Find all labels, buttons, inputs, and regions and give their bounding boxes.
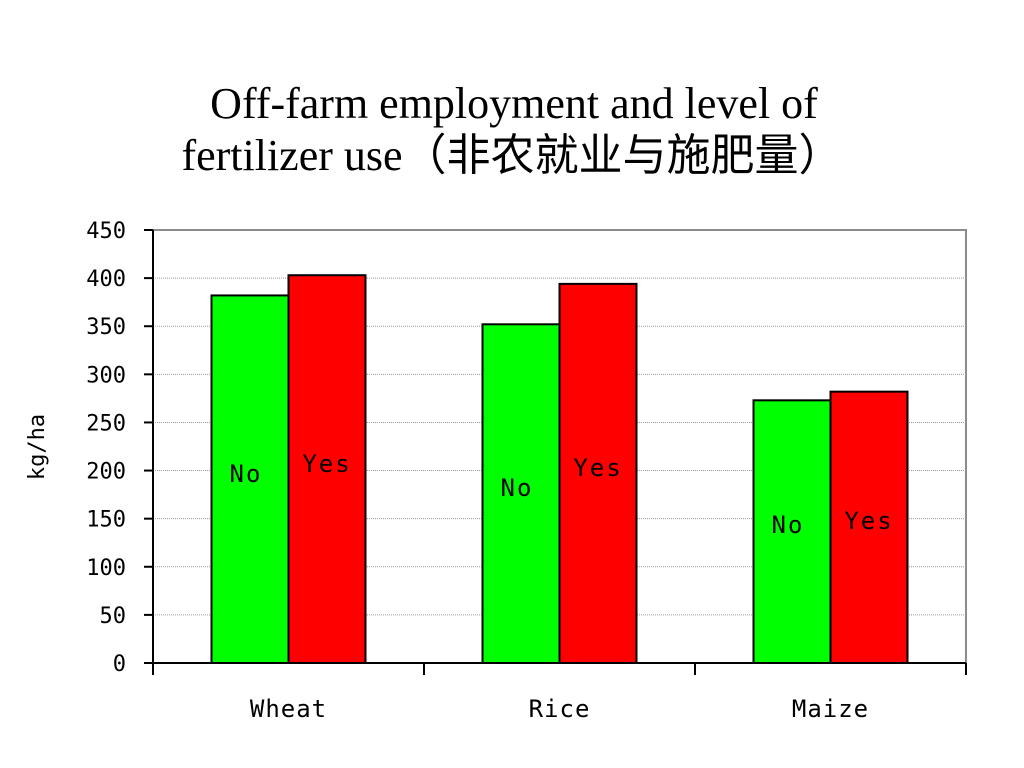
bar-rice-yes [558, 282, 638, 664]
axes [144, 229, 967, 675]
bar-label-maize-no: No [772, 511, 805, 539]
y-tick-label: 350 [86, 315, 126, 340]
x-tick-label-maize: Maize [792, 695, 869, 723]
bar-maize-yes [829, 390, 909, 664]
y-axis-title: kg/ha [25, 414, 50, 480]
y-tick-label: 200 [86, 460, 126, 485]
bar-label-wheat-no: No [230, 460, 263, 488]
bar-label-rice-yes: Yes [573, 454, 622, 482]
x-tick-label-rice: Rice [529, 695, 591, 723]
bar-label-rice-no: No [501, 474, 534, 502]
y-tick-label: 100 [86, 556, 126, 581]
x-tick-label-wheat: Wheat [250, 695, 327, 723]
bar-wheat-yes [287, 274, 367, 664]
y-tick-label: 250 [86, 411, 126, 436]
chart-title: Off-farm employment and level of fertili… [0, 78, 1024, 182]
bar-label-wheat-yes: Yes [302, 450, 351, 478]
y-tick-label: 50 [100, 604, 127, 629]
y-tick-label: 300 [86, 363, 126, 388]
chart-title-line-2: fertilizer use（非农就业与施肥量） [181, 131, 843, 180]
y-tick-label: 450 [86, 219, 126, 244]
y-tick-label: 400 [86, 267, 126, 292]
chart-title-line-1: Off-farm employment and level of [210, 79, 818, 128]
bar-maize-no [752, 399, 832, 664]
y-tick-label: 0 [113, 652, 126, 677]
y-tick-label: 150 [86, 508, 126, 533]
labels: No Yes Wheat No Yes Rice No Yes Maize 0 50 100 150 20… [25, 219, 893, 723]
bar-label-maize-yes: Yes [844, 507, 893, 535]
